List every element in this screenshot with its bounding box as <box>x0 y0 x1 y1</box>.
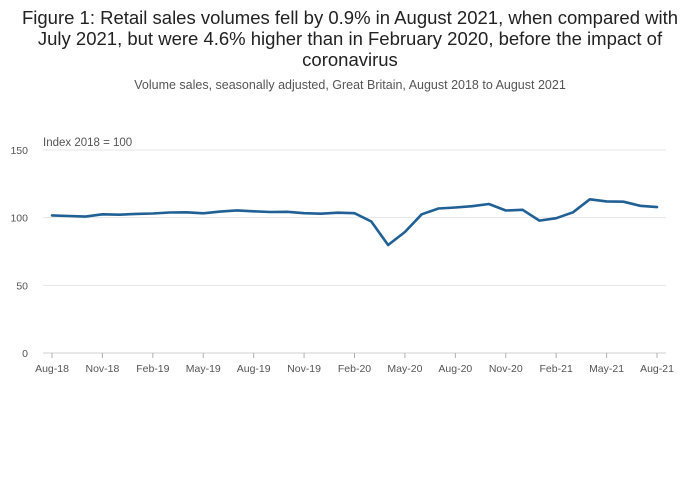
data-point-May-20[interactable] <box>402 230 407 235</box>
data-point-Oct-18[interactable] <box>83 214 88 219</box>
data-point-Mar-19[interactable] <box>167 210 172 215</box>
series-group <box>50 197 660 248</box>
data-point-Dec-18[interactable] <box>117 212 122 217</box>
data-point-Jul-20[interactable] <box>436 206 441 211</box>
x-axis-ticks: Aug-18 Nov-18 Feb-19 May-19 Aug-19 Nov-19 Feb-… <box>35 353 674 375</box>
data-point-Jan-21[interactable] <box>537 218 542 223</box>
x-tick-label: Aug-20 <box>438 363 472 375</box>
data-point-Apr-19[interactable] <box>184 210 189 215</box>
data-point-Mar-21[interactable] <box>570 210 575 215</box>
data-point-Jul-21[interactable] <box>638 203 643 208</box>
data-point-Jun-20[interactable] <box>419 212 424 217</box>
data-point-Aug-18[interactable] <box>50 213 55 218</box>
data-point-Sep-20[interactable] <box>470 204 475 209</box>
data-point-Aug-20[interactable] <box>453 205 458 210</box>
data-point-Feb-20[interactable] <box>352 211 357 216</box>
x-tick-label: May-19 <box>186 363 221 375</box>
data-point-Aug-19[interactable] <box>251 209 256 214</box>
data-point-Dec-19[interactable] <box>318 211 323 216</box>
data-point-Feb-21[interactable] <box>554 216 559 221</box>
data-point-Apr-20[interactable] <box>386 243 391 248</box>
y-tick-label: 0 <box>22 348 28 360</box>
chart-title: Figure 1: Retail sales volumes fell by 0… <box>21 7 679 70</box>
data-point-Jul-19[interactable] <box>234 208 239 213</box>
data-point-Oct-20[interactable] <box>486 201 491 206</box>
data-point-May-19[interactable] <box>201 211 206 216</box>
x-tick-label: Aug-18 <box>35 363 69 375</box>
data-point-Jan-19[interactable] <box>134 211 139 216</box>
x-tick-label: May-21 <box>589 363 624 375</box>
x-tick-label: May-20 <box>387 363 422 375</box>
x-tick-label: Aug-21 <box>640 363 674 375</box>
y-tick-label: 100 <box>10 213 28 225</box>
gridlines <box>43 149 666 354</box>
x-tick-label: Nov-18 <box>85 363 119 375</box>
data-point-Jun-19[interactable] <box>218 209 223 214</box>
y-axis-unit-label: Index 2018 = 100 <box>43 137 132 149</box>
chart-subtitle: Volume sales, seasonally adjusted, Great… <box>134 78 566 92</box>
data-point-Nov-19[interactable] <box>302 211 307 216</box>
data-point-Mar-20[interactable] <box>369 219 374 224</box>
data-point-Jan-20[interactable] <box>335 210 340 215</box>
y-axis-ticks: 0 50 100 150 <box>10 145 28 360</box>
data-point-Sep-19[interactable] <box>268 209 273 214</box>
y-tick-label: 50 <box>16 280 28 292</box>
x-tick-label: Feb-19 <box>136 363 169 375</box>
data-point-May-21[interactable] <box>604 199 609 204</box>
data-point-Feb-19[interactable] <box>150 211 155 216</box>
data-point-Aug-21[interactable] <box>655 205 660 210</box>
data-point-Nov-18[interactable] <box>100 212 105 217</box>
x-tick-label: Feb-20 <box>338 363 371 375</box>
data-point-Nov-20[interactable] <box>503 208 508 213</box>
x-tick-label: Nov-20 <box>489 363 523 375</box>
x-tick-label: Feb-21 <box>540 363 573 375</box>
data-point-Sep-18[interactable] <box>66 214 71 219</box>
data-point-Dec-20[interactable] <box>520 207 525 212</box>
data-point-Oct-19[interactable] <box>285 209 290 214</box>
data-point-Jun-21[interactable] <box>621 199 626 204</box>
x-tick-label: Aug-19 <box>237 363 271 375</box>
data-point-Apr-21[interactable] <box>587 197 592 202</box>
x-tick-label: Nov-19 <box>287 363 321 375</box>
series-line-volume-sales <box>50 198 659 247</box>
y-tick-label: 150 <box>10 145 28 157</box>
